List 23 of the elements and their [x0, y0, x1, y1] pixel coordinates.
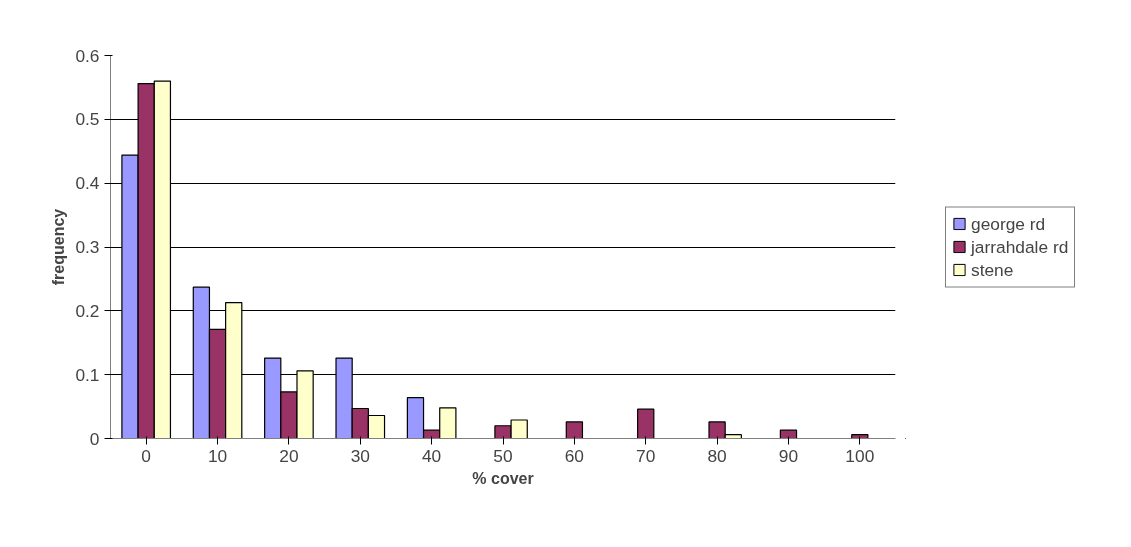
x-tick-label: 90 [778, 445, 799, 466]
x-axis-title: % cover [472, 469, 534, 487]
legend-label: stene [971, 259, 1014, 280]
legend-label: george rd [971, 213, 1046, 234]
y-axis-title: frequency [50, 208, 68, 286]
x-tick-label: 70 [636, 445, 656, 466]
x-tick-label: 40 [422, 445, 442, 466]
y-tick-label: 0 [89, 428, 100, 449]
x-tick-label: 80 [707, 445, 727, 466]
y-tick-label: 0.2 [75, 300, 100, 321]
y-tick-label: 0.5 [75, 109, 100, 130]
y-tick-label: 0.1 [75, 364, 100, 385]
x-tick-label: 0 [141, 445, 151, 466]
x-tick-label: 20 [279, 445, 299, 466]
x-tick-label: 30 [350, 445, 370, 466]
y-tick-label: 0.6 [75, 45, 100, 66]
legend-label: jarrahdale rd [971, 236, 1069, 257]
x-tick-label: 100 [845, 445, 875, 466]
x-tick-label: 10 [207, 445, 228, 466]
y-tick-label: 0.3 [75, 237, 100, 257]
y-tick-label: 0.4 [75, 173, 100, 194]
x-tick-label: 60 [564, 445, 585, 466]
x-tick-label: 50 [493, 445, 513, 466]
